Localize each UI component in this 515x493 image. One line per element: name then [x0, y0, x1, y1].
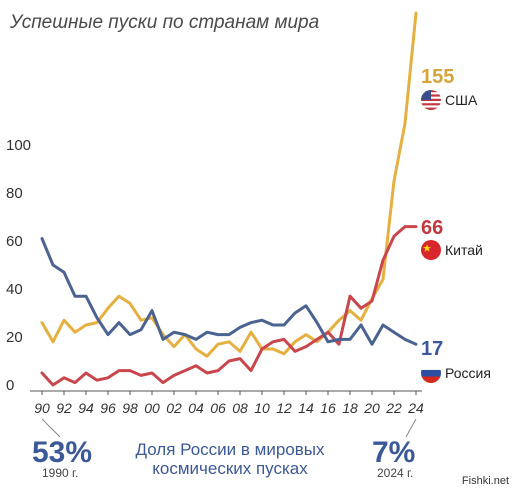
x-tick-label: 00 [144, 400, 160, 416]
x-tick-label: 18 [342, 400, 358, 416]
x-tick-label: 96 [100, 400, 116, 416]
share-1990-year: 1990 г. [42, 466, 79, 480]
watermark: Fishki.net [461, 475, 509, 487]
x-tick-label: 14 [298, 400, 314, 416]
x-tick-label: 16 [320, 400, 336, 416]
chart-title: Успешные пуски по странам мира [10, 12, 320, 33]
usa-flag-icon [421, 90, 441, 110]
russia-label: Россия [445, 365, 491, 381]
share-caption-line2: космических пусках [152, 459, 308, 478]
russia-flag-icon [421, 363, 441, 383]
x-tick-label: 12 [276, 400, 292, 416]
x-tick-label: 04 [188, 400, 204, 416]
usa-end-value: 155 [421, 66, 455, 88]
usa-label: США [445, 92, 478, 108]
china-label: Китай [445, 242, 483, 258]
y-tick-label: 40 [6, 281, 23, 298]
y-tick-label: 80 [6, 185, 23, 202]
x-tick-label: 10 [254, 400, 270, 416]
x-tick-label: 90 [34, 400, 50, 416]
share-caption: Доля России в мировых космических пусках [100, 440, 360, 478]
share-caption-line1: Доля России в мировых [135, 440, 325, 459]
y-tick-label: 60 [6, 233, 23, 250]
x-tick-label: 08 [232, 400, 248, 416]
y-tick-label: 20 [6, 329, 23, 346]
x-tick-label: 02 [166, 400, 182, 416]
x-tick-label: 06 [210, 400, 226, 416]
x-tick-label: 24 [407, 400, 424, 416]
share-2024-leader [405, 418, 417, 438]
x-tick-label: 94 [78, 400, 94, 416]
share-2024-year: 2024 г. [377, 466, 414, 480]
china-end-value: 66 [421, 217, 444, 239]
usa-line [40, 11, 418, 358]
x-tick-label: 98 [122, 400, 138, 416]
share-2024-value: 7% [372, 436, 416, 469]
x-tick-label: 22 [385, 400, 402, 416]
china-flag-icon [421, 240, 441, 260]
x-tick-label: 92 [56, 400, 72, 416]
china-line [40, 225, 418, 387]
y-tick-label: 0 [6, 377, 14, 394]
russia-end-value: 17 [421, 338, 444, 360]
share-1990-leader [41, 418, 61, 438]
russia-line [40, 237, 418, 346]
x-tick-label: 20 [363, 400, 380, 416]
y-tick-label: 100 [6, 137, 31, 154]
share-1990-value: 53% [32, 436, 93, 469]
